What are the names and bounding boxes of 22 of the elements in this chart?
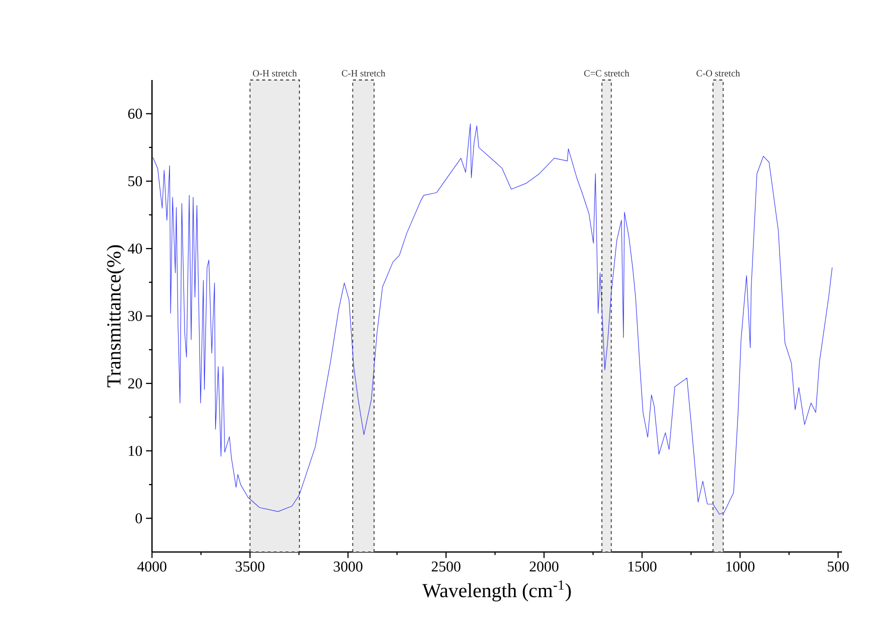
x-tick-label: 4000 <box>137 562 166 572</box>
band-label: C-O stretch <box>696 70 740 76</box>
y-tick-label: 30 <box>128 310 142 322</box>
y-tick-label: 10 <box>128 446 142 456</box>
y-tick-label: 0 <box>136 513 142 524</box>
y-tick-label: 20 <box>128 378 142 388</box>
y-tick-label: 40 <box>128 244 142 254</box>
line-series <box>152 124 832 515</box>
y-axis-title: Transmittance(%) <box>106 245 125 388</box>
band-label: O-H stretch <box>252 70 297 76</box>
x-tick-label: 1000 <box>726 562 754 572</box>
x-tick-label: 3000 <box>334 562 362 572</box>
x-tick-label: 2000 <box>530 562 558 572</box>
band-label: C-H stretch <box>342 70 386 76</box>
x-tick-label: 3500 <box>236 562 264 572</box>
x-tick-label: 2500 <box>432 562 460 572</box>
x-tick-label: 500 <box>828 562 849 572</box>
y-tick-label: 60 <box>128 108 142 119</box>
x-tick-label: 1500 <box>628 562 656 572</box>
x-axis-title: Wavelength (cm$^{-1}$) <box>422 580 571 602</box>
band-label: C=C stretch <box>584 70 630 76</box>
y-tick-label: 50 <box>128 176 142 186</box>
